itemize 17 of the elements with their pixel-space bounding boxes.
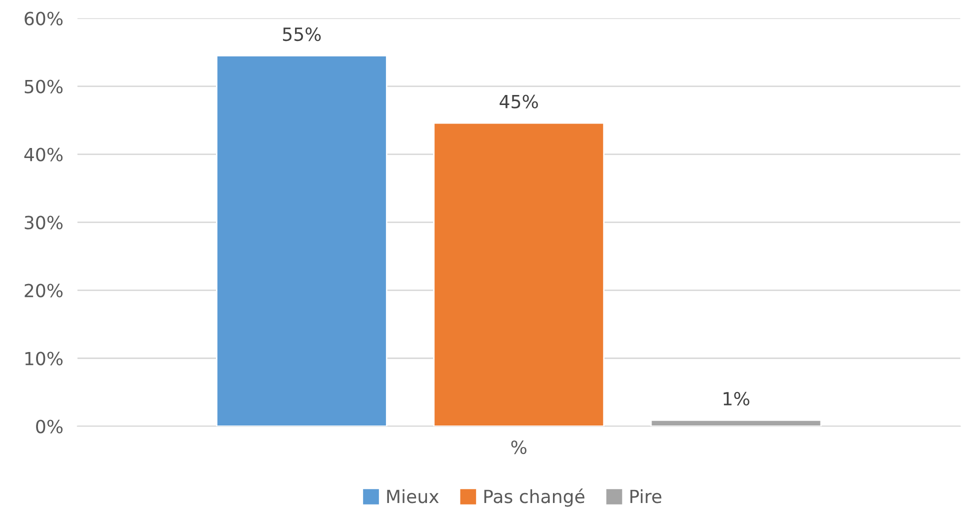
legend-label: Pire [630,489,662,504]
legend-label: Pas changé [484,488,584,507]
y-tick-label: 50% [24,80,63,94]
y-tick-label: 60% [24,12,63,26]
y-tick-label: 40% [24,148,63,162]
bar [216,55,388,426]
y-tick-label: 0% [36,420,63,434]
bar [433,122,605,426]
y-tick-label: 30% [24,216,63,230]
y-tick-label: 10% [25,352,63,366]
x-tick-label: % [511,440,526,454]
data-label: 1% [724,392,750,406]
data-label: 55% [283,27,321,42]
data-label: 45% [500,94,538,108]
y-tick-label: 20% [24,284,63,298]
legend-label: Mieux [387,489,439,504]
bar [650,419,822,426]
